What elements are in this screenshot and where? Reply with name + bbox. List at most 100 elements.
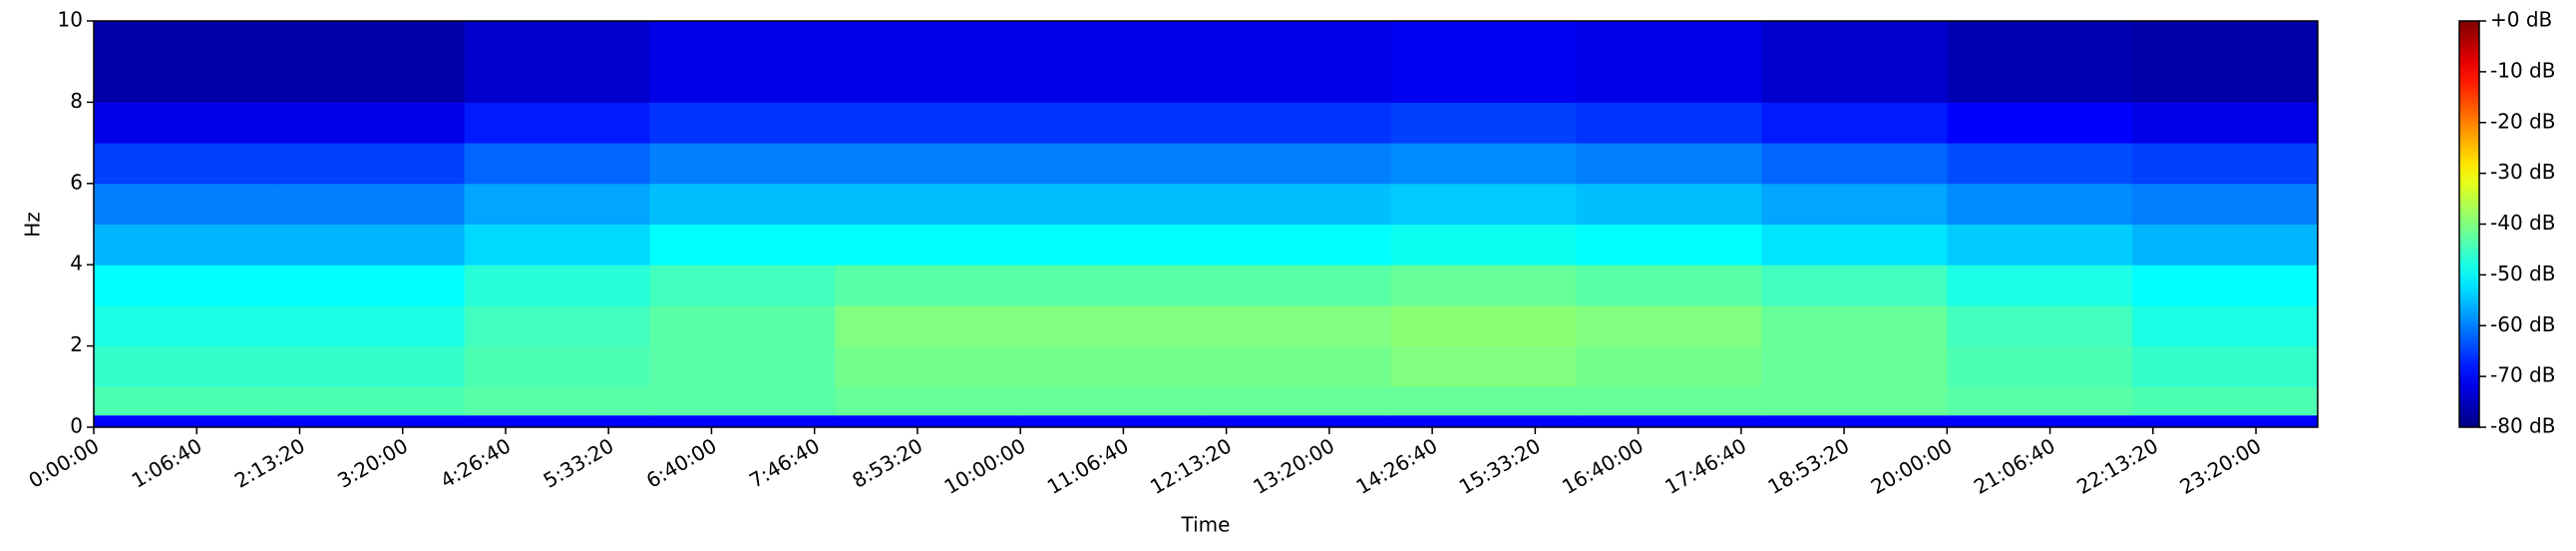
heatmap-cell [464, 102, 650, 144]
heatmap-cell [464, 265, 650, 306]
heatmap-cell [835, 21, 1021, 103]
heatmap-cell [1576, 304, 1762, 347]
y-tick-label: 6 [70, 170, 83, 194]
heatmap-cell [1020, 265, 1207, 306]
heatmap-cell [649, 265, 836, 306]
heatmap-cell [1947, 21, 2133, 103]
heatmap-cell [94, 224, 280, 266]
heatmap-cell [1761, 304, 1948, 347]
heatmap-cell [278, 414, 466, 428]
heatmap-cell [1020, 102, 1207, 144]
heatmap-cell [1761, 21, 1948, 103]
heatmap-cell [1206, 183, 1392, 225]
x-tick-label: 14:26:40 [1352, 433, 1442, 499]
heatmap-cell [1761, 265, 1948, 306]
heatmap-cell [464, 183, 650, 225]
heatmap-cell [1761, 143, 1948, 185]
heatmap-cell [1947, 143, 2133, 185]
heatmap-cell [1020, 21, 1207, 103]
heatmap-cell [1206, 304, 1392, 347]
heatmap-cell [649, 414, 836, 428]
heatmap-cell [464, 21, 650, 103]
heatmap-cell [1947, 345, 2133, 387]
heatmap-cell [1206, 143, 1392, 185]
heatmap-cell [1390, 183, 1578, 225]
x-tick-label: 16:40:00 [1558, 433, 1648, 499]
heatmap-cell [1206, 345, 1392, 387]
x-tick-label: 10:00:00 [940, 433, 1030, 499]
plot-frame [93, 20, 2319, 428]
x-tick-label: 20:00:00 [1867, 433, 1957, 499]
heatmap-cell [1576, 345, 1762, 387]
heatmap-cell [1390, 345, 1578, 387]
heatmap-cell [278, 345, 466, 387]
heatmap-cell [1206, 414, 1392, 428]
heatmap-cell [835, 345, 1021, 387]
heatmap-cell [1576, 102, 1762, 144]
heatmap-cell [94, 304, 280, 347]
heatmap-cell [1761, 345, 1948, 387]
heatmap-cell [1576, 265, 1762, 306]
colorbar-tick-label: -40 dB [2490, 211, 2555, 235]
heatmap-cell [1390, 102, 1578, 144]
x-tick-label: 7:46:40 [745, 433, 824, 492]
heatmap-cell [464, 304, 650, 347]
heatmap-cell [1020, 224, 1207, 266]
heatmap-cell [1390, 304, 1578, 347]
heatmap-cell [649, 304, 836, 347]
heatmap-cell [1206, 21, 1392, 103]
heatmap-cell [94, 386, 280, 416]
x-tick-label: 1:06:40 [128, 433, 206, 492]
x-tick-label: 8:53:20 [848, 433, 926, 492]
heatmap-cell [1576, 224, 1762, 266]
heatmap-cell [464, 386, 650, 416]
colorbar [2458, 20, 2480, 428]
colorbar-tick-label: +0 dB [2490, 8, 2552, 32]
heatmap-cell [649, 102, 836, 144]
x-tick-label: 3:20:00 [333, 433, 412, 492]
heatmap-cell [835, 143, 1021, 185]
heatmap-cell [1020, 304, 1207, 347]
heatmap-cell [94, 102, 280, 144]
y-tick-label: 4 [70, 252, 83, 276]
heatmap-cell [1206, 265, 1392, 306]
colorbar-tick-label: -60 dB [2490, 312, 2555, 336]
heatmap-cell [649, 345, 836, 387]
heatmap-cell [464, 143, 650, 185]
heatmap-cell [1947, 304, 2133, 347]
heatmap-cell [278, 265, 466, 306]
heatmap-cell [464, 224, 650, 266]
y-tick-label: 8 [70, 89, 83, 113]
heatmap-cell [94, 143, 280, 185]
x-tick-label: 23:20:00 [2176, 433, 2266, 499]
heatmap-cell [2132, 386, 2319, 416]
heatmap-cell [2132, 304, 2319, 347]
heatmap-cell [464, 345, 650, 387]
x-tick-label: 12:13:20 [1146, 433, 1236, 499]
heatmap-cell [1576, 414, 1762, 428]
heatmap-cell [2132, 183, 2319, 225]
x-tick-label: 21:06:40 [1970, 433, 2059, 499]
heatmap-cell [1761, 414, 1948, 428]
x-tick-label: 18:53:20 [1764, 433, 1854, 499]
x-tick-label: 5:33:20 [540, 433, 618, 492]
heatmap-cell [1947, 414, 2133, 428]
heatmap-cell [2132, 143, 2319, 185]
heatmap-cell [649, 183, 836, 225]
heatmap-cell [1947, 265, 2133, 306]
heatmap-cell [94, 414, 280, 428]
heatmap-cell [278, 143, 466, 185]
heatmap-cell [1020, 414, 1207, 428]
x-tick-label: 0:00:00 [24, 433, 103, 492]
heatmap-cell [1390, 143, 1578, 185]
heatmap-cell [835, 265, 1021, 306]
heatmap-cell [1576, 21, 1762, 103]
heatmap-cell [94, 21, 280, 103]
colorbar-tick-label: -10 dB [2490, 58, 2555, 82]
heatmap-cell [1390, 21, 1578, 103]
heatmap-cell [1390, 414, 1578, 428]
y-tick-label: 2 [70, 332, 83, 356]
heatmap-cell [2132, 345, 2319, 387]
